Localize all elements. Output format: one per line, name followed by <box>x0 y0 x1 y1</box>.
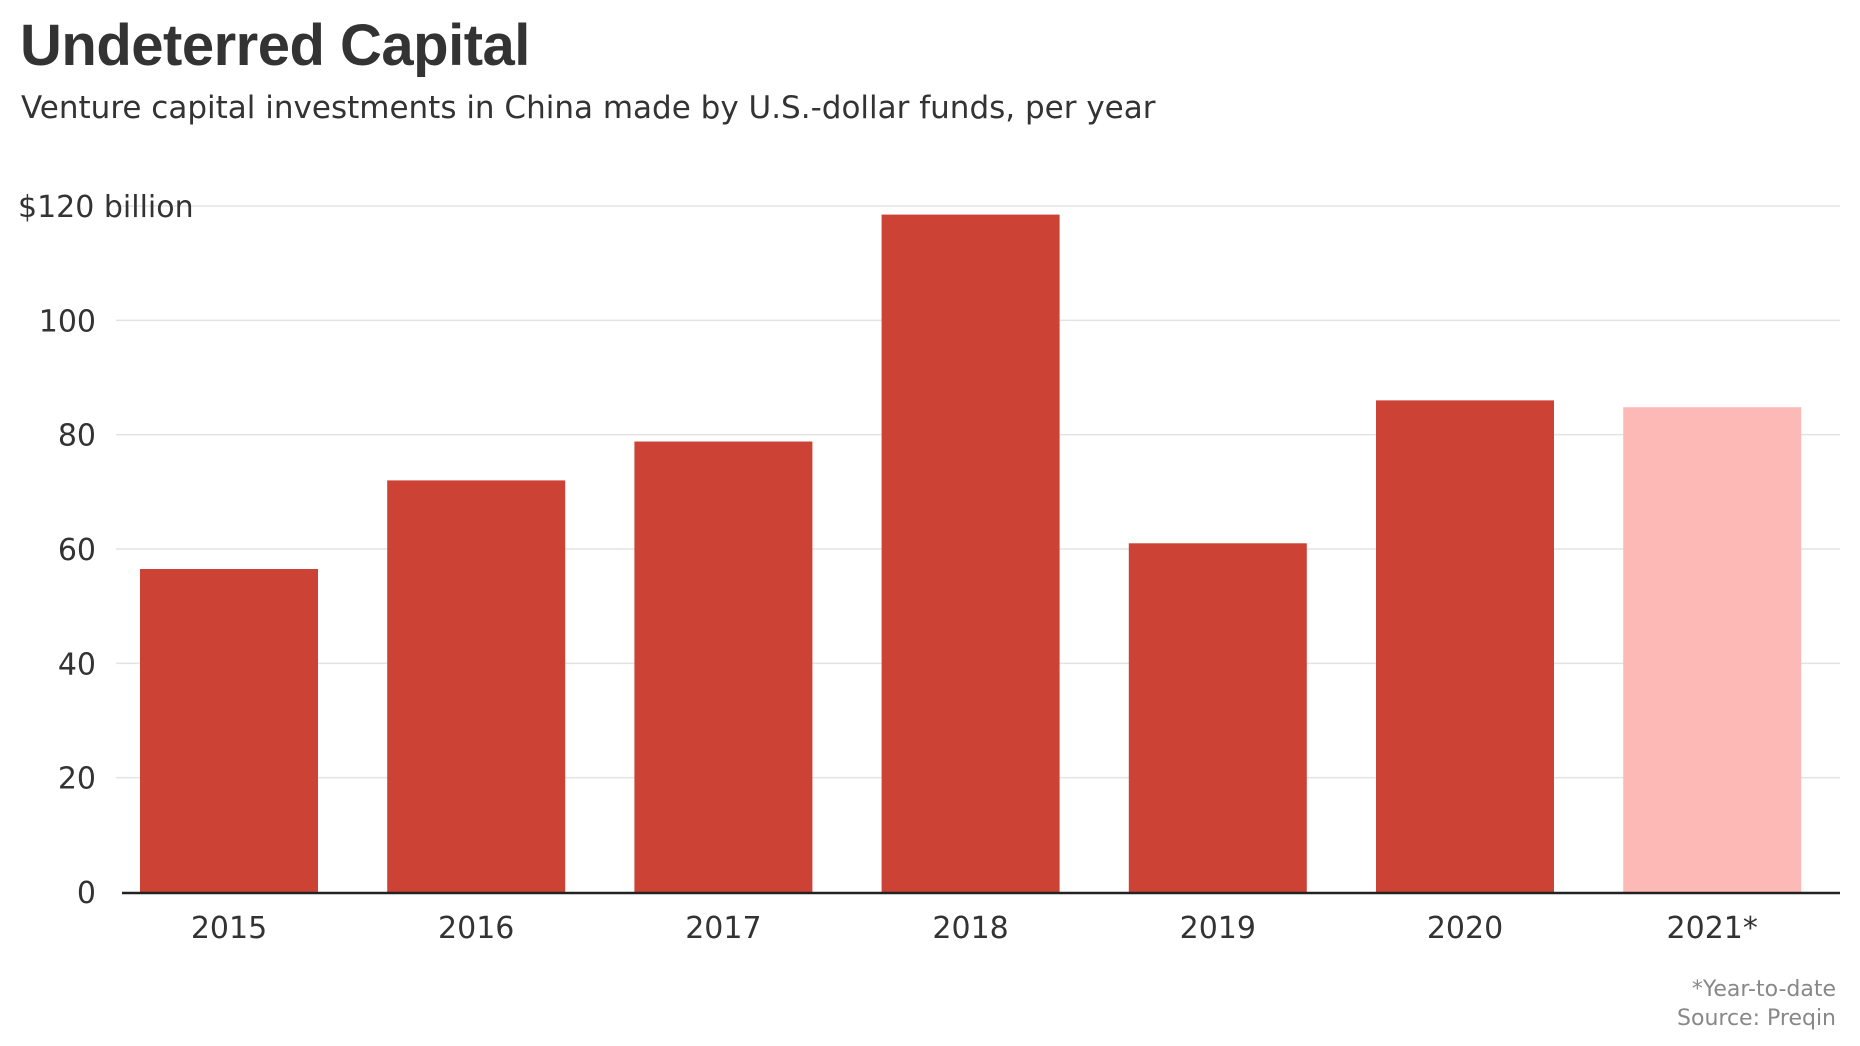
bar-2015 <box>140 569 318 892</box>
x-tick-label-2019: 2019 <box>1180 911 1256 946</box>
x-tick-label-2015: 2015 <box>191 911 267 946</box>
bar-2018 <box>881 214 1060 892</box>
x-tick-label-2020: 2020 <box>1427 911 1503 946</box>
bar-2019 <box>1128 543 1307 892</box>
bars <box>140 214 1802 892</box>
x-tick-label-2017: 2017 <box>685 911 761 946</box>
x-tick-label-2018: 2018 <box>932 911 1008 946</box>
x-tick-label-2016: 2016 <box>438 911 514 946</box>
y-tick-label-80: 80 <box>58 419 96 454</box>
bar-2021 <box>1623 407 1802 892</box>
y-tick-label-20: 20 <box>58 762 96 797</box>
y-tick-label-120: $120 billion <box>18 190 194 225</box>
y-tick-label-0: 0 <box>77 876 96 911</box>
y-tick-label-40: 40 <box>58 647 96 682</box>
y-tick-label-100: 100 <box>39 304 96 339</box>
y-tick-label-60: 60 <box>58 533 96 568</box>
bar-2016 <box>387 480 566 892</box>
chart-subtitle: Venture capital investments in China mad… <box>21 90 1156 126</box>
footnote: *Year-to-date <box>1691 977 1836 1002</box>
x-tick-label-2021: 2021* <box>1667 911 1758 946</box>
chart-title: Undeterred Capital <box>20 13 530 78</box>
bar-2017 <box>634 441 813 892</box>
source-note: Source: Preqin <box>1677 1006 1836 1031</box>
y-axis-ticks: 0 20 40 60 80 100 $120 billion <box>18 190 194 911</box>
bar-2020 <box>1376 400 1554 892</box>
x-axis-ticks: 2015 2016 2017 2018 2019 2020 2021* <box>191 911 1758 946</box>
